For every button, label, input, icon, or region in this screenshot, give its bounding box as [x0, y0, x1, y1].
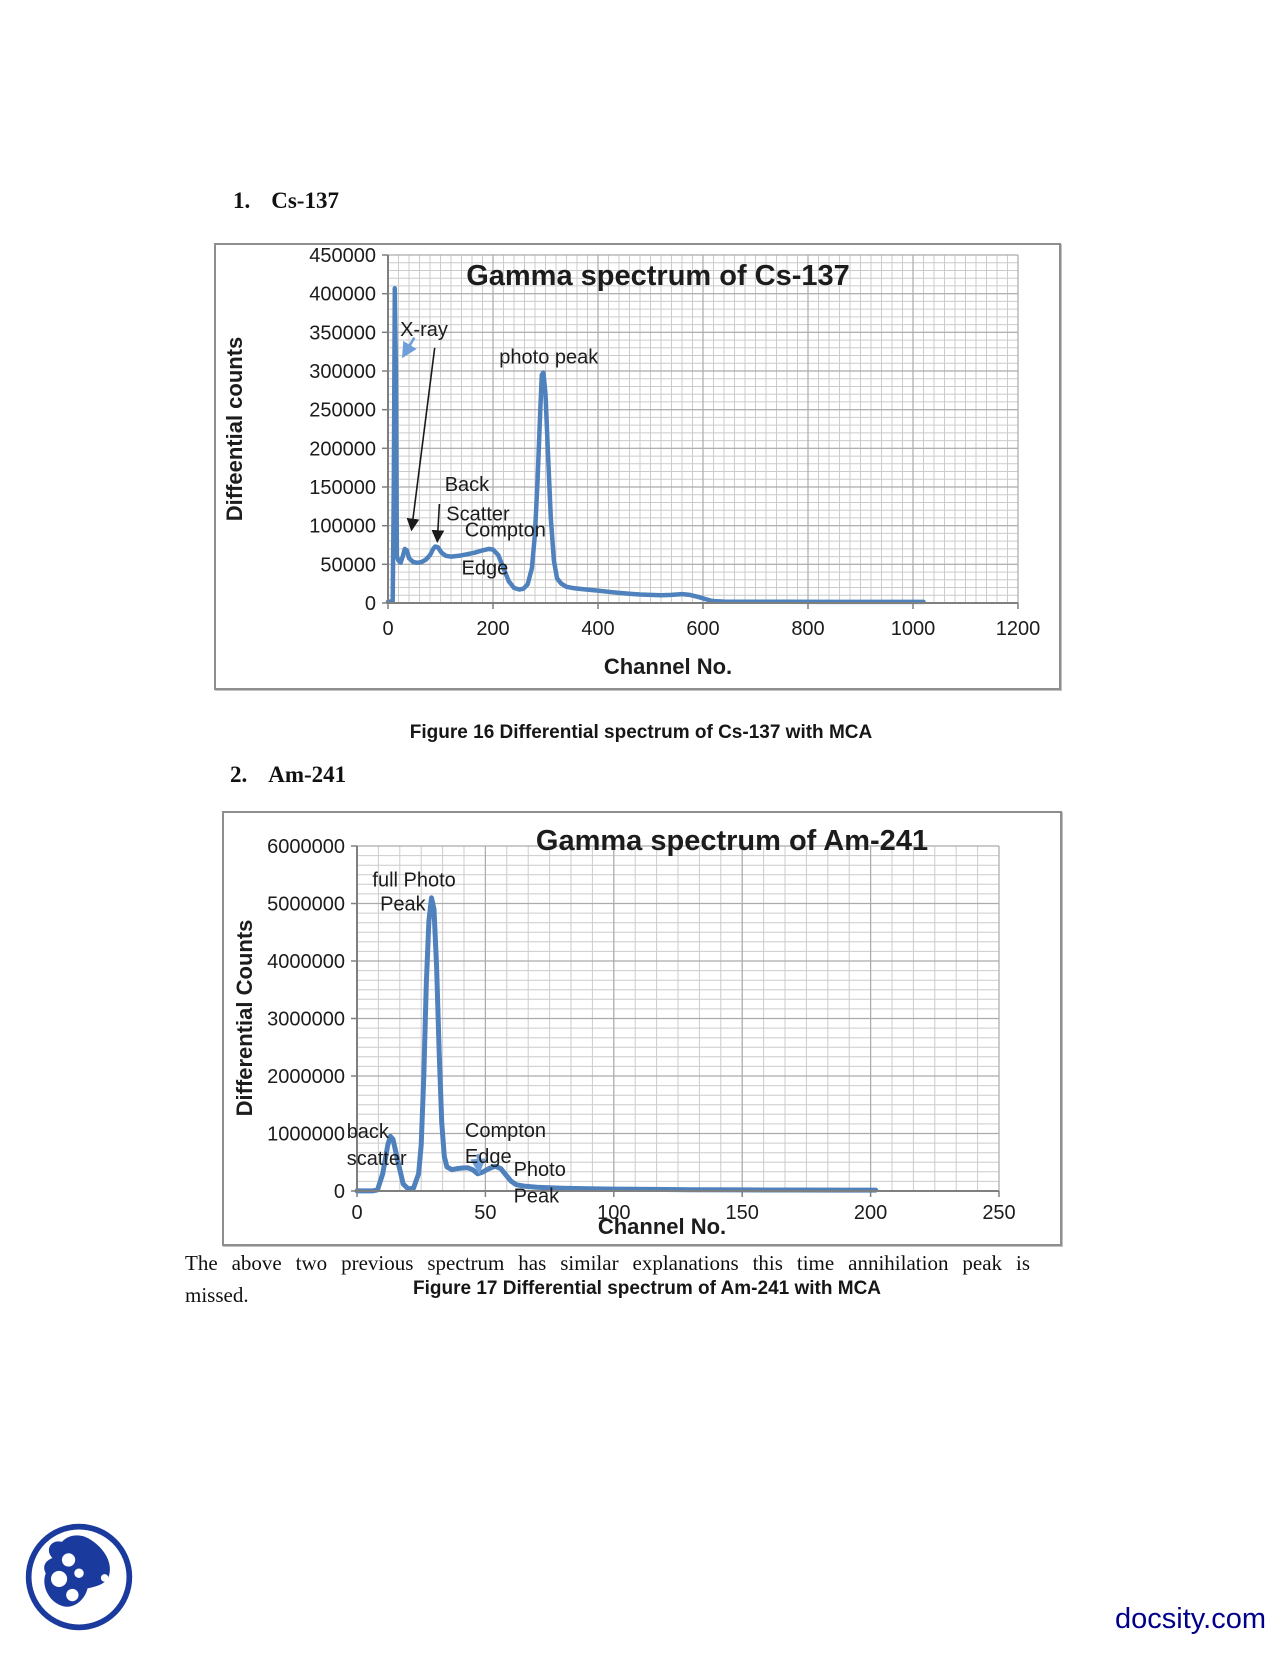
x-tick-label: 200	[854, 1202, 887, 1224]
x-axis-title: Channel No.	[604, 654, 732, 679]
annotation-label: Peak	[380, 893, 427, 915]
cs137-spectrum-chart: Gamma spectrum of Cs-137 0 50000 100000 1500…	[222, 245, 1041, 679]
y-tick-label: 350000	[309, 322, 376, 344]
heading-cs137: 1. Cs-137	[233, 188, 339, 214]
figure-16-caption: Figure 16 Differential spectrum of Cs-13…	[409, 722, 873, 743]
y-tick-label: 100000	[309, 516, 376, 538]
x-tick-label: 250	[982, 1202, 1015, 1224]
annotation-label: scatter	[347, 1148, 407, 1170]
x-tick-label: 0	[351, 1202, 362, 1224]
annotation-label: Back	[445, 474, 490, 496]
annotation-label: Edge	[465, 1146, 512, 1168]
x-tick-label: 150	[726, 1202, 759, 1224]
y-tick-label: 3000000	[267, 1009, 345, 1031]
x-tick-label: 50	[474, 1202, 496, 1224]
figure-17-caption: Figure 17 Differential spectrum of Am-24…	[412, 1278, 882, 1299]
y-tick-label: 4000000	[267, 951, 345, 973]
x-tick-label: 1000	[891, 618, 936, 640]
x-tick-label: 0	[382, 618, 393, 640]
heading-number: 2.	[230, 762, 248, 787]
x-tick-label: 600	[686, 618, 719, 640]
x-tick-label: 400	[581, 618, 614, 640]
y-tick-label: 200000	[309, 438, 376, 460]
x-tick-label: 100	[597, 1202, 630, 1224]
annotation-label: Compton	[465, 1120, 546, 1142]
annotation-label: Compton	[465, 520, 546, 542]
y-tick-label: 6000000	[267, 836, 345, 858]
annotation-label: Scatter	[446, 503, 510, 525]
spectrum-curve	[354, 895, 879, 1194]
heading-number: 1.	[233, 188, 251, 213]
y-tick-label: 150000	[309, 477, 376, 499]
x-tick-label: 1200	[996, 618, 1041, 640]
y-tick-label: 1000000	[267, 1124, 345, 1146]
docsity-site-link[interactable]: docsity.com	[1115, 1603, 1266, 1635]
x-tick-label: 800	[791, 618, 824, 640]
body-line: missed.	[185, 1283, 249, 1307]
y-axis-title: Differential Counts	[232, 920, 257, 1117]
body-paragraph: The above two previous spectrum has simi…	[185, 1247, 1030, 1311]
y-tick-label: 400000	[309, 284, 376, 306]
annotation-label: Peak	[514, 1186, 561, 1208]
heading-am241: 2. Am-241	[230, 762, 346, 788]
y-axis-title: Diffeential counts	[222, 337, 247, 522]
y-tick-label: 50000	[320, 554, 376, 576]
annotation-label: full Photo	[372, 869, 455, 891]
y-tick-label: 300000	[309, 361, 376, 383]
y-tick-label: 0	[334, 1181, 345, 1203]
x-axis-title: Channel No.	[598, 1214, 726, 1239]
am241-chart-frame: Gamma spectrum of Am-241 0 1000000 2000000 3…	[222, 811, 1062, 1246]
y-tick-label: 0	[365, 593, 376, 615]
y-tick-label: 450000	[309, 245, 376, 267]
docsity-logo-icon	[25, 1523, 133, 1631]
annotation-label: Edge	[462, 557, 509, 579]
chart-title: Gamma spectrum of Am-241	[536, 825, 928, 857]
heading-label: Am-241	[268, 762, 347, 787]
annotation-label: Photo	[514, 1159, 566, 1181]
cs137-chart-frame: Gamma spectrum of Cs-137 0 50000 100000 1500…	[214, 243, 1061, 690]
x-tick-label: 200	[476, 618, 509, 640]
spectrum-curve	[385, 286, 926, 605]
annotation-label: back	[347, 1121, 390, 1143]
heading-label: Cs-137	[271, 188, 339, 213]
am241-spectrum-chart: Gamma spectrum of Am-241 0 1000000 2000000 3…	[232, 825, 1016, 1239]
y-tick-label: 5000000	[267, 894, 345, 916]
annotation-label: X-ray	[400, 319, 448, 341]
body-line: The above two previous spectrum has simi…	[185, 1251, 1030, 1275]
annotation-label: photo peak	[499, 346, 599, 368]
chart-title: Gamma spectrum of Cs-137	[466, 260, 850, 292]
y-tick-label: 250000	[309, 400, 376, 422]
y-tick-label: 2000000	[267, 1066, 345, 1088]
